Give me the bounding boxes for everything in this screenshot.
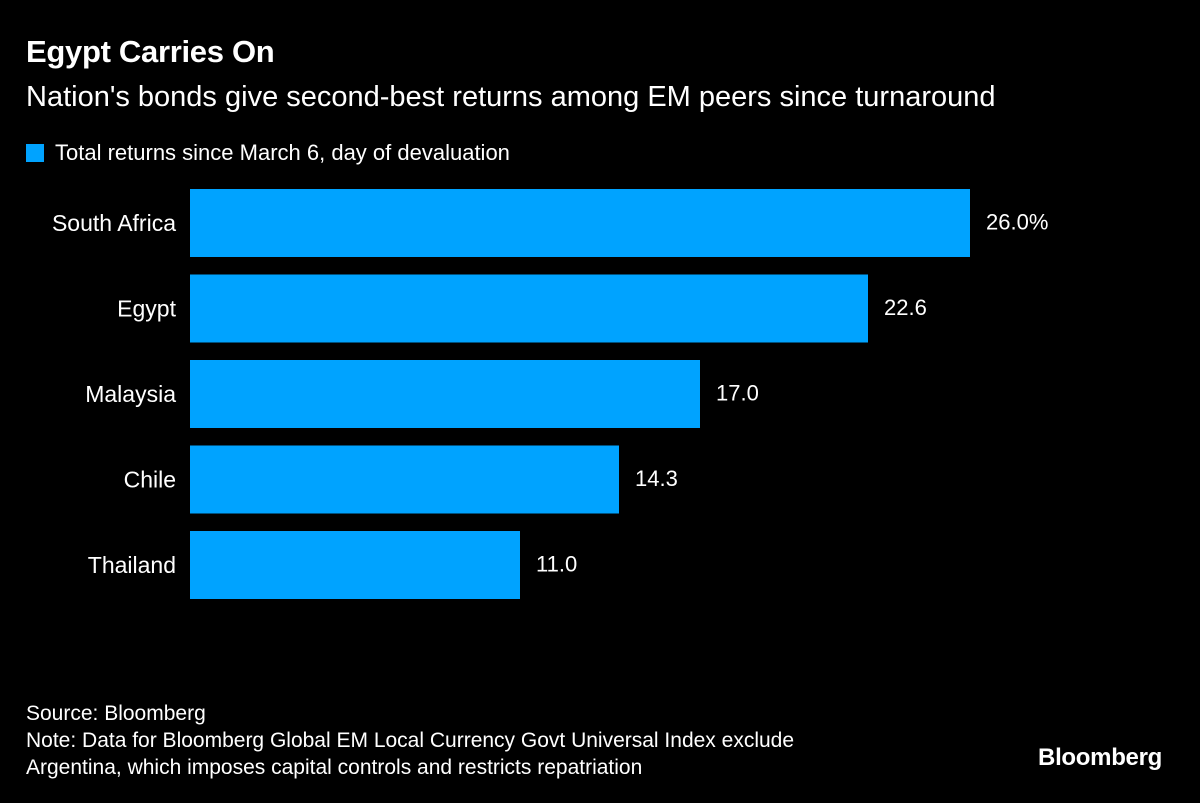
legend: Total returns since March 6, day of deva… [26, 140, 510, 166]
source-note: Source: Bloomberg [26, 702, 206, 725]
data-label: 14.3 [635, 466, 678, 491]
data-label: 17.0 [716, 381, 759, 406]
data-label: 11.0 [536, 552, 577, 577]
footnote-line-2: Argentina, which imposes capital control… [26, 756, 643, 779]
category-label: Malaysia [85, 381, 176, 407]
category-label: Thailand [88, 552, 176, 578]
bloomberg-logo: Bloomberg [1038, 744, 1162, 771]
category-label: Chile [124, 467, 176, 493]
bar [190, 360, 700, 428]
footnote-line-1: Note: Data for Bloomberg Global EM Local… [26, 729, 795, 752]
data-label: 22.6 [884, 295, 927, 320]
bar [190, 531, 520, 599]
category-label: South Africa [52, 210, 176, 236]
footer: Source: Bloomberg Note: Data for Bloombe… [26, 700, 794, 781]
bar [190, 445, 619, 514]
bar [190, 189, 970, 257]
chart-title: Egypt Carries On [26, 34, 275, 69]
legend-swatch [26, 144, 44, 162]
category-label: Egypt [117, 296, 176, 322]
chart-subtitle: Nation's bonds give second-best returns … [26, 81, 996, 113]
bar [190, 274, 868, 343]
data-label: 26.0% [986, 210, 1048, 235]
legend-label: Total returns since March 6, day of deva… [55, 140, 510, 165]
